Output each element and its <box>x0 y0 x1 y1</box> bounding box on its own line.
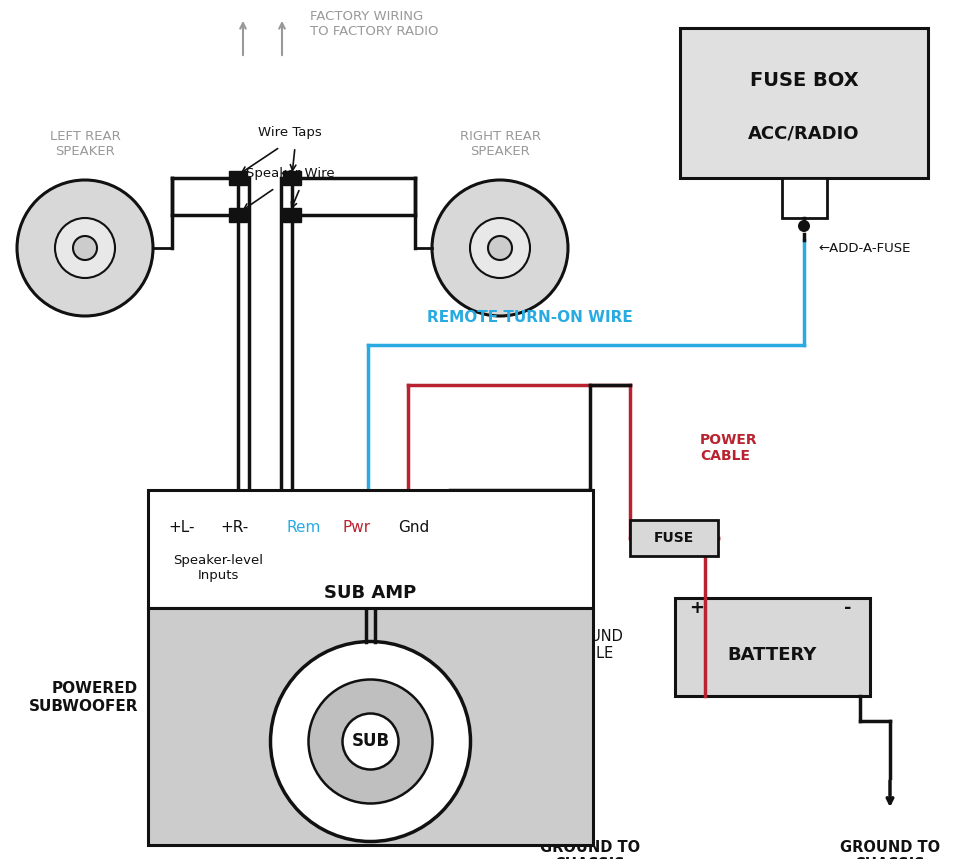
Circle shape <box>797 220 809 232</box>
Text: Wire Taps: Wire Taps <box>258 126 321 139</box>
Text: +: + <box>689 599 703 617</box>
Text: Gnd: Gnd <box>398 521 429 535</box>
Circle shape <box>342 714 398 770</box>
Text: +R-: +R- <box>220 521 248 535</box>
Circle shape <box>470 218 530 278</box>
Circle shape <box>308 679 432 803</box>
Text: GROUND TO
CHASSIS: GROUND TO CHASSIS <box>839 840 939 859</box>
Text: POWER
CABLE: POWER CABLE <box>700 433 757 463</box>
Text: BATTERY: BATTERY <box>727 646 817 664</box>
Text: Speaker Wire: Speaker Wire <box>245 167 334 180</box>
Text: Pwr: Pwr <box>343 521 370 535</box>
Bar <box>229 171 247 185</box>
Circle shape <box>73 236 97 260</box>
Text: FUSE BOX: FUSE BOX <box>749 70 858 89</box>
Text: GROUND
CABLE: GROUND CABLE <box>557 629 622 661</box>
Text: Rem: Rem <box>285 521 320 535</box>
Bar <box>148 490 592 608</box>
Text: SUB: SUB <box>351 733 389 751</box>
Text: FUSE: FUSE <box>654 531 694 545</box>
Bar <box>229 208 247 222</box>
Bar <box>148 608 592 845</box>
Text: RIGHT REAR
SPEAKER: RIGHT REAR SPEAKER <box>459 130 540 158</box>
Text: LEFT REAR
SPEAKER: LEFT REAR SPEAKER <box>50 130 120 158</box>
Bar <box>674 598 870 696</box>
Circle shape <box>271 642 470 842</box>
Text: ACC/RADIO: ACC/RADIO <box>747 124 859 142</box>
Circle shape <box>17 180 152 316</box>
Text: GROUND TO
CHASSIS: GROUND TO CHASSIS <box>539 840 639 859</box>
Bar <box>781 178 826 218</box>
Text: POWERED
SUBWOOFER: POWERED SUBWOOFER <box>28 681 138 714</box>
Circle shape <box>432 180 568 316</box>
Circle shape <box>55 218 115 278</box>
Text: REMOTE TURN-ON WIRE: REMOTE TURN-ON WIRE <box>427 310 632 326</box>
Text: +L-: +L- <box>168 521 194 535</box>
Circle shape <box>488 236 512 260</box>
Text: -: - <box>843 599 851 617</box>
Bar <box>282 171 301 185</box>
Text: Speaker-level
Inputs: Speaker-level Inputs <box>173 554 263 582</box>
Bar <box>282 208 301 222</box>
Text: FACTORY WIRING
TO FACTORY RADIO: FACTORY WIRING TO FACTORY RADIO <box>310 10 438 38</box>
Bar <box>679 28 927 178</box>
Text: SUB AMP: SUB AMP <box>324 584 416 602</box>
Bar <box>629 520 717 556</box>
Text: ←ADD-A-FUSE: ←ADD-A-FUSE <box>817 241 910 254</box>
